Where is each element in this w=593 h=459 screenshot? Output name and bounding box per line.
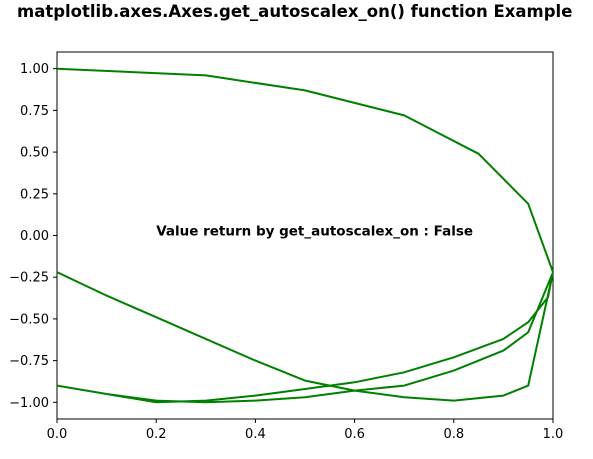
series-layer [57, 67, 553, 404]
x-tick-label: 1.0 [543, 427, 564, 442]
y-tick-label: 0.00 [20, 229, 49, 244]
x-tick-label: 0.6 [344, 427, 365, 442]
ticks-layer: 0.0 0.2 0.4 0.6 0.8 1.0 1.00 0.75 0.50 0.25 0.00 −0… [9, 62, 563, 442]
x-tick-label: 0.8 [443, 427, 464, 442]
y-tick-label: −0.25 [9, 271, 49, 286]
y-tick-label: −0.50 [9, 312, 49, 327]
y-tick-label: −0.75 [9, 354, 49, 369]
axes-background [57, 52, 553, 419]
y-tick-label: 1.00 [20, 62, 49, 77]
chart-title: matplotlib.axes.Axes.get_autoscalex_on()… [17, 2, 572, 21]
series-line-0 [57, 67, 553, 404]
y-tick-label: −1.00 [9, 396, 49, 411]
y-tick-label: 0.25 [20, 187, 49, 202]
y-tick-label: 0.75 [20, 104, 49, 119]
plot-area [56, 51, 554, 420]
annotation-text: Value return by get_autoscalex_on : Fals… [156, 224, 473, 240]
x-tick-label: 0.4 [245, 427, 266, 442]
y-tick-label: 0.50 [20, 146, 49, 161]
x-tick-label: 0.2 [146, 427, 167, 442]
x-tick-label: 0.0 [47, 427, 68, 442]
